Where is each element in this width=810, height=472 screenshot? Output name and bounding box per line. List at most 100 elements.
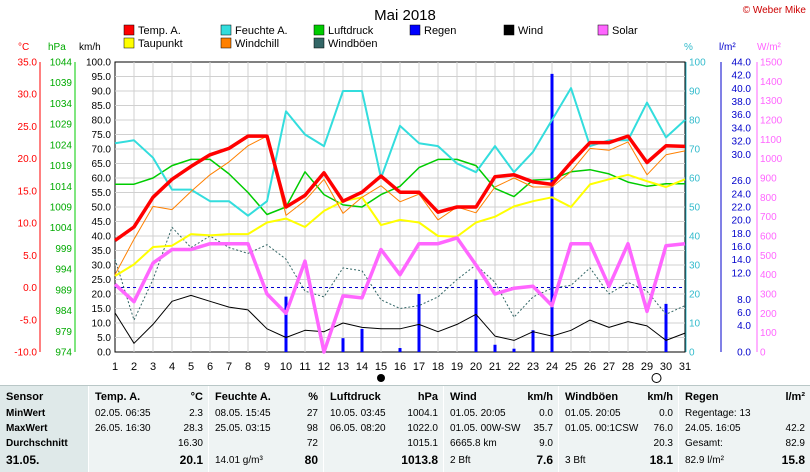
x-tick-label: 14 <box>356 361 368 373</box>
humidity-tick-label: 0 <box>689 348 695 359</box>
stats-column-head: Feuchte A. <box>215 391 271 403</box>
statistics-table: Sensor MinWert MaxWert Durchschnitt 31.0… <box>0 385 810 472</box>
x-tick-label: 1 <box>112 361 118 373</box>
rain-tick-label: 8.0 <box>737 295 751 306</box>
rain-bar <box>284 296 288 352</box>
temp-tick-label: 15.0 <box>18 186 38 197</box>
legend-swatch <box>503 24 515 36</box>
solar-tick-label: 1100 <box>760 135 782 146</box>
series-line-temp-a- <box>113 134 686 242</box>
stats-column-head: Temp. A. <box>95 391 141 403</box>
stats-row-sensor: Sensor <box>0 390 810 405</box>
wind-tick-label: 80.0 <box>92 116 112 127</box>
chart-title: Mai 2018 <box>374 7 436 24</box>
legend-label: Taupunkt <box>138 38 183 50</box>
wind-tick-label: 40.0 <box>92 232 112 243</box>
stats-cell-label: 08.05. 15:45 <box>215 408 271 419</box>
x-tick-label: 3 <box>150 361 156 373</box>
stats-column-unit: % <box>308 391 318 403</box>
stats-cell-value: 27 <box>306 408 318 419</box>
stats-cell-label: 10.05. 03:45 <box>330 408 386 419</box>
pressure-tick-label: 1029 <box>50 120 73 131</box>
stats-column-unit: hPa <box>417 391 438 403</box>
humidity-tick-label: 80 <box>689 116 701 127</box>
x-tick-label: 24 <box>546 361 558 373</box>
copyright-label: © Weber Mike <box>743 5 807 16</box>
temp-tick-label: 5.0 <box>23 251 37 262</box>
x-tick-label: 31 <box>679 361 691 373</box>
wind-tick-label: 60.0 <box>92 174 112 185</box>
wind-tick-label: 25.0 <box>92 275 112 286</box>
rain-tick-label: 12.0 <box>732 268 752 279</box>
row-label-today: 31.05. <box>6 453 40 467</box>
stats-cell-value: 2.3 <box>189 408 203 419</box>
rain-tick-label: 0.0 <box>737 348 751 359</box>
rain-tick-label: 26.0 <box>732 176 752 187</box>
legend-label: Temp. A. <box>138 25 181 37</box>
stats-cell-value: 1015.1 <box>407 438 438 449</box>
stats-cell-label: 24.05. 16:05 <box>685 423 741 434</box>
rain-tick-label: 32.0 <box>732 137 752 148</box>
solar-tick-label: 1500 <box>760 58 783 69</box>
row-label-min: MinWert <box>6 408 46 419</box>
rain-tick-label: 16.0 <box>732 242 752 253</box>
rain-bar <box>417 294 421 352</box>
rain-bar <box>531 330 535 352</box>
pressure-tick-label: 1039 <box>50 78 73 89</box>
pressure-tick-label: 984 <box>55 306 72 317</box>
unit-rain: l/m² <box>719 42 736 53</box>
row-label-max: MaxWert <box>6 423 48 434</box>
humidity-tick-label: 20 <box>689 290 701 301</box>
stats-column-unit: km/h <box>527 391 553 403</box>
pressure-tick-label: 999 <box>55 244 72 255</box>
x-tick-label: 9 <box>264 361 270 373</box>
stats-cell-label: 3 Bft <box>565 455 586 466</box>
x-tick-label: 19 <box>451 361 463 373</box>
legend-swatch <box>313 37 325 49</box>
stats-column-head: Regen <box>685 391 719 403</box>
stats-cell-value: 1004.1 <box>407 408 438 419</box>
solar-tick-label: 300 <box>760 290 777 301</box>
stats-cell-value: 7.6 <box>536 453 553 467</box>
stats-row-max: MaxWert <box>0 421 810 436</box>
pressure-tick-label: 1034 <box>50 99 73 110</box>
solar-tick-label: 1300 <box>760 96 783 107</box>
stats-column: Temp. A. °C 02.05. 06:35 2.3 26.05. 16:30 28.… <box>88 386 209 472</box>
stats-cell-label: 01.05. 00:1CSW <box>565 423 639 434</box>
series-line-taupunkt <box>114 173 686 277</box>
x-tick-label: 6 <box>207 361 213 373</box>
pressure-tick-label: 974 <box>55 348 72 359</box>
solar-tick-label: 600 <box>760 232 777 243</box>
rain-bar <box>360 328 364 352</box>
rain-tick-label: 44.0 <box>732 58 752 69</box>
rain-bar <box>474 279 478 352</box>
x-tick-label: 29 <box>641 361 653 373</box>
wind-tick-label: 45.0 <box>92 217 112 228</box>
stats-cell-value <box>679 406 810 421</box>
series-line-solar <box>113 236 686 354</box>
stats-cell-value: 76.0 <box>653 423 673 434</box>
unit-solar: W/m² <box>757 42 782 53</box>
solar-tick-label: 100 <box>760 328 777 339</box>
legend-label: Windchill <box>235 38 279 50</box>
x-tick-label: 18 <box>432 361 444 373</box>
x-tick-label: 27 <box>603 361 615 373</box>
series-line-luftdruck <box>115 158 685 216</box>
rain-bar <box>512 348 516 352</box>
legend-swatch <box>313 24 325 36</box>
rain-bar <box>550 73 554 352</box>
humidity-tick-label: 100 <box>689 58 706 69</box>
rain-tick-label: 20.0 <box>732 216 752 227</box>
rain-bar <box>341 338 345 352</box>
x-tick-label: 30 <box>660 361 672 373</box>
pressure-tick-label: 1004 <box>50 223 73 234</box>
rain-bar <box>664 303 668 352</box>
stats-cell-label: Regentage: 13 <box>685 408 751 419</box>
stats-column-head: Windböen <box>565 391 619 403</box>
stats-column: Luftdruck hPa 10.05. 03:45 1004.1 06.05. 08:… <box>323 386 444 472</box>
legend-label: Windböen <box>328 38 378 50</box>
stats-cell-label: 14.01 g/m³ <box>215 455 263 466</box>
humidity-tick-label: 60 <box>689 174 701 185</box>
stats-cell-label: 01.05. 20:05 <box>450 408 506 419</box>
x-tick-label: 2 <box>131 361 137 373</box>
